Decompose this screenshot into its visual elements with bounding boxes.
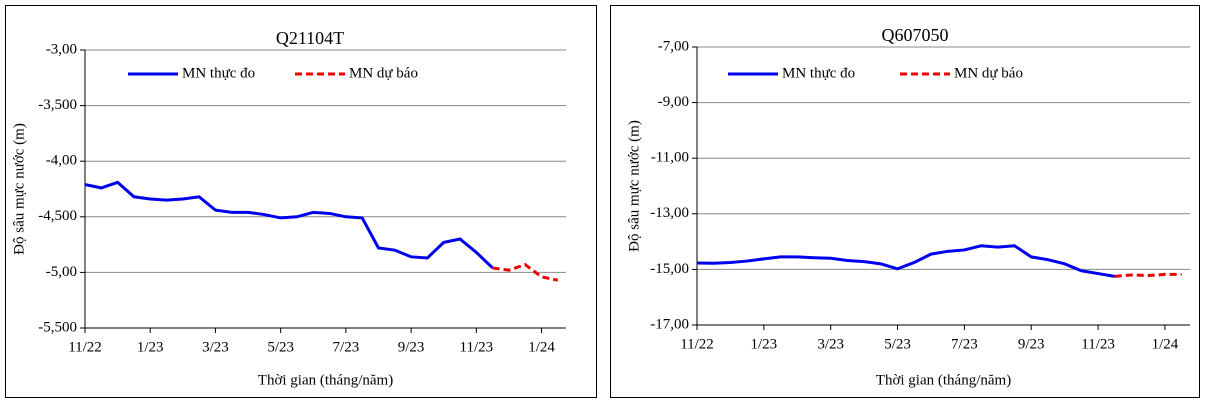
- chart-panel: [5, 5, 597, 398]
- y-tick-label: -5,00: [46, 264, 77, 280]
- legend-label: MN thực đo: [182, 65, 255, 81]
- chart-title: Q607050: [882, 25, 949, 45]
- y-tick-label: -17,00: [650, 316, 689, 332]
- x-tick-label: 3/23: [202, 339, 229, 355]
- x-axis-label: Thời gian (tháng/năm): [258, 372, 393, 388]
- y-tick-label: -9,00: [658, 94, 689, 110]
- y-tick-label: -4,00: [46, 153, 77, 169]
- x-tick-label: 1/23: [137, 339, 164, 355]
- x-tick-label: 1/23: [751, 336, 778, 352]
- legend-label: MN thực đo: [782, 65, 855, 81]
- data-line: [84, 180, 494, 270]
- chart-panel: [610, 5, 1200, 398]
- x-tick-label: 5/23: [884, 336, 911, 352]
- y-axis-label: Độ sâu mực nước (m): [626, 120, 642, 252]
- y-tick-label: -15,00: [650, 261, 689, 277]
- y-tick-label: -4,500: [38, 208, 77, 224]
- data-line: [696, 244, 1116, 278]
- y-axis-label: Độ sâu mực nước (m): [11, 123, 27, 255]
- x-tick-label: 1/24: [1152, 336, 1179, 352]
- y-tick-label: -5,500: [38, 319, 77, 335]
- chart-title: Q21104T: [276, 28, 344, 48]
- x-tick-label: 1/24: [528, 339, 555, 355]
- x-tick-label: 5/23: [267, 339, 294, 355]
- y-tick-label: -13,00: [650, 205, 689, 221]
- y-tick-label: -3,00: [46, 41, 77, 57]
- data-line: [1114, 272, 1182, 278]
- x-tick-label: 3/23: [817, 336, 844, 352]
- data-line: [492, 262, 559, 282]
- y-tick-label: -11,00: [651, 150, 689, 166]
- x-tick-label: 9/23: [1018, 336, 1045, 352]
- x-tick-label: 11/22: [680, 336, 714, 352]
- x-tick-label: 7/23: [333, 339, 360, 355]
- legend-label: MN dự báo: [349, 65, 418, 81]
- x-axis-label: Thời gian (tháng/năm): [876, 372, 1011, 388]
- y-tick-label: -7,00: [658, 38, 689, 54]
- x-tick-label: 11/23: [460, 339, 494, 355]
- x-tick-label: 9/23: [398, 339, 425, 355]
- x-tick-label: 11/22: [68, 339, 102, 355]
- x-tick-label: 7/23: [951, 336, 978, 352]
- x-tick-label: 11/23: [1081, 336, 1115, 352]
- legend-label: MN dự báo: [954, 65, 1023, 81]
- y-tick-label: -3,500: [38, 97, 77, 113]
